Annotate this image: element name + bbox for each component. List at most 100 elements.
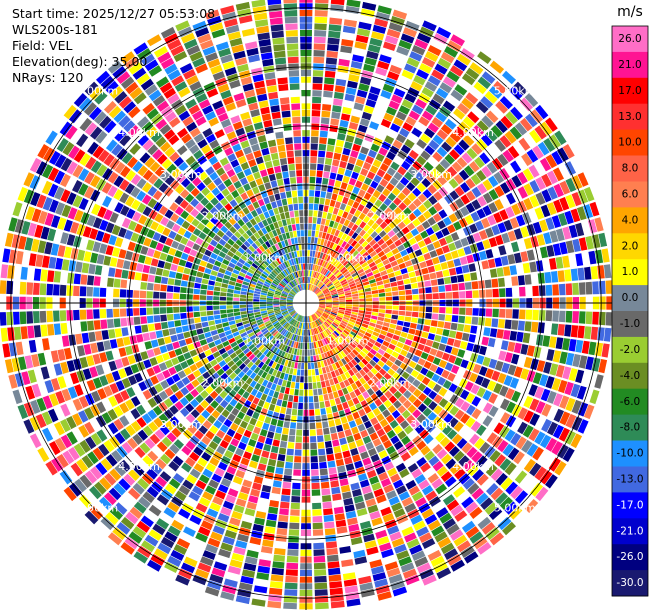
gate-cell [588, 341, 597, 356]
gate-cell [393, 117, 404, 127]
gate-cell [589, 389, 600, 405]
gate-cell [345, 297, 352, 300]
gate-cell [237, 133, 248, 143]
gate-cell [207, 315, 215, 321]
gate-cell [467, 482, 480, 495]
gate-cell [226, 334, 234, 340]
gate-cell [237, 388, 246, 396]
gate-cell [278, 256, 284, 264]
gate-cell [458, 455, 470, 467]
gate-cell [138, 254, 146, 264]
gate-cell [454, 84, 468, 96]
gate-cell [227, 31, 241, 41]
gate-cell [174, 104, 187, 116]
gate-cell [294, 237, 298, 244]
gate-cell [339, 119, 349, 128]
gate-cell [423, 236, 432, 245]
gate-cell [94, 265, 103, 276]
gate-cell [307, 236, 311, 244]
gate-cell [308, 230, 312, 237]
gate-cell [317, 308, 324, 313]
gate-cell [364, 314, 371, 319]
gate-cell [471, 451, 483, 463]
gate-cell [297, 409, 303, 416]
gate-cell [252, 397, 260, 405]
gate-cell [168, 478, 181, 489]
gate-cell [92, 241, 101, 253]
gate-cell [421, 87, 434, 98]
gate-cell [115, 380, 125, 392]
gate-cell [283, 312, 289, 317]
gate-cell [234, 286, 241, 291]
gate-cell [342, 491, 352, 500]
gate-cell [352, 309, 359, 313]
gate-cell [497, 439, 509, 453]
gate-cell [270, 383, 277, 391]
gate-cell [247, 289, 254, 294]
gate-cell [84, 171, 95, 185]
gate-cell [213, 310, 220, 315]
gate-cell [130, 420, 142, 432]
gate-cell [257, 221, 265, 229]
gate-cell [384, 77, 397, 87]
gate-cell [160, 453, 171, 465]
gate-cell [248, 438, 257, 447]
gate-cell [374, 364, 382, 372]
gate-cell [315, 312, 321, 318]
gate-cell [404, 502, 417, 513]
gate-cell [263, 119, 273, 128]
gate-cell [185, 337, 193, 345]
gate-cell [147, 323, 155, 332]
gate-cell [308, 329, 311, 336]
gate-cell [358, 292, 365, 296]
gate-cell [536, 234, 546, 246]
gate-cell [501, 362, 510, 374]
gate-cell [114, 129, 127, 142]
gate-cell [413, 388, 422, 398]
gate-cell [289, 282, 294, 288]
gate-cell [338, 310, 345, 315]
gate-cell [265, 358, 271, 365]
gate-cell [344, 312, 351, 316]
gate-cell [318, 204, 324, 212]
gate-cell [283, 254, 288, 261]
gate-cell [46, 283, 54, 296]
gate-cell [321, 314, 328, 319]
gate-cell [565, 177, 577, 193]
gate-cell [133, 42, 148, 55]
gate-cell [362, 161, 372, 171]
gate-cell [242, 265, 249, 271]
gate-cell [122, 336, 131, 346]
gate-cell [113, 175, 124, 188]
gate-cell [473, 81, 487, 95]
gate-cell [220, 292, 227, 297]
gate-cell [152, 364, 162, 374]
gate-cell [317, 251, 321, 259]
gate-cell [113, 318, 121, 328]
gate-cell [318, 282, 323, 288]
gate-cell [172, 256, 180, 265]
gate-cell [251, 356, 259, 364]
gate-cell [434, 263, 442, 272]
gate-cell [313, 257, 317, 264]
gate-cell [345, 306, 352, 309]
gate-cell [317, 292, 323, 296]
gate-cell [453, 339, 462, 348]
gate-cell [422, 574, 437, 586]
gate-cell [276, 333, 282, 340]
gate-cell [243, 400, 252, 408]
gate-cell [188, 104, 201, 115]
gate-cell [460, 545, 475, 558]
gate-cell [242, 335, 249, 341]
gate-cell [25, 385, 36, 400]
gate-cell [112, 527, 127, 541]
gate-cell [330, 290, 337, 294]
gate-cell [341, 559, 354, 567]
gate-cell [168, 230, 177, 240]
gate-cell [362, 251, 369, 259]
gate-cell [169, 405, 179, 415]
gate-cell [324, 164, 331, 172]
gate-cell [197, 457, 208, 468]
gate-cell [212, 525, 225, 535]
gate-cell [510, 432, 522, 446]
